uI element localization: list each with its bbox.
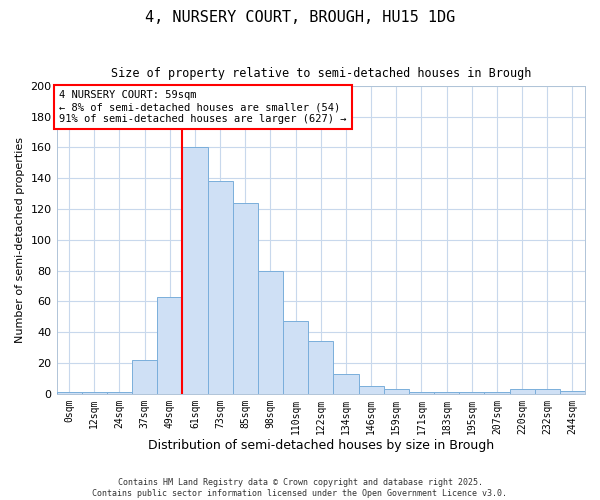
Bar: [560, 391, 585, 394]
Bar: [484, 392, 509, 394]
Title: Size of property relative to semi-detached houses in Brough: Size of property relative to semi-detach…: [110, 68, 531, 80]
Bar: [107, 392, 132, 394]
Bar: [82, 392, 107, 394]
Bar: [535, 389, 560, 394]
Bar: [383, 389, 409, 394]
Text: 4 NURSERY COURT: 59sqm
← 8% of semi-detached houses are smaller (54)
91% of semi: 4 NURSERY COURT: 59sqm ← 8% of semi-deta…: [59, 90, 347, 124]
Bar: [258, 270, 283, 394]
Bar: [56, 392, 82, 394]
X-axis label: Distribution of semi-detached houses by size in Brough: Distribution of semi-detached houses by …: [148, 440, 494, 452]
Bar: [509, 389, 535, 394]
Bar: [283, 322, 308, 394]
Bar: [459, 392, 484, 394]
Bar: [208, 182, 233, 394]
Bar: [359, 386, 383, 394]
Bar: [132, 360, 157, 394]
Bar: [233, 203, 258, 394]
Text: Contains HM Land Registry data © Crown copyright and database right 2025.
Contai: Contains HM Land Registry data © Crown c…: [92, 478, 508, 498]
Bar: [182, 148, 208, 394]
Text: 4, NURSERY COURT, BROUGH, HU15 1DG: 4, NURSERY COURT, BROUGH, HU15 1DG: [145, 10, 455, 25]
Bar: [409, 392, 434, 394]
Bar: [434, 392, 459, 394]
Y-axis label: Number of semi-detached properties: Number of semi-detached properties: [15, 137, 25, 343]
Bar: [334, 374, 359, 394]
Bar: [157, 297, 182, 394]
Bar: [308, 342, 334, 394]
